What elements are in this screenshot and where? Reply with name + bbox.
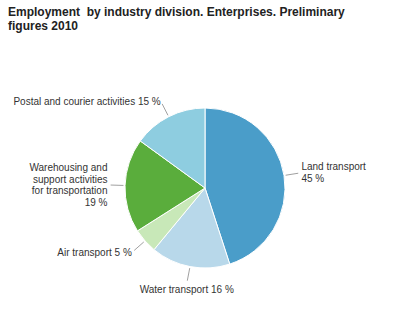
slice-label-line: Water transport 16 %	[140, 284, 234, 295]
slice-label-line: 19 %	[85, 197, 108, 208]
slice-label-line: Warehousing and	[29, 162, 107, 173]
slice-label: Land transport45 %	[301, 161, 366, 184]
title: Employment by industry division. Enterpr…	[8, 5, 345, 33]
slice-label-line: support activities	[33, 174, 107, 185]
leader-line	[286, 173, 299, 175]
slice-label: Warehousing andsupport activitiesfor tra…	[29, 162, 107, 208]
leader-line	[187, 268, 189, 281]
slice-label: Postal and courier activities 15 %	[13, 96, 160, 107]
slice-label-line: Land transport	[301, 161, 366, 172]
slice-label-line: Postal and courier activities 15 %	[13, 96, 160, 107]
slice-label-line: 45 %	[301, 173, 324, 184]
slice-label: Air transport 5 %	[57, 247, 132, 258]
slice-label-line: Air transport 5 %	[57, 247, 132, 258]
leader-line	[111, 185, 124, 186]
slices	[125, 108, 285, 268]
leader-line	[162, 104, 168, 115]
slice-label: Water transport 16 %	[140, 284, 234, 295]
pie-slice	[140, 108, 205, 188]
leader-line	[134, 242, 144, 250]
pie: Land transport45 % Water transport 16 % Ai…	[13, 96, 366, 295]
title-line: figures 2010	[8, 19, 78, 33]
title-line: Employment by industry division. Enterpr…	[8, 5, 345, 19]
labels: Land transport45 % Water transport 16 % Ai…	[13, 96, 366, 295]
chart: Employment by industry division. Enterpr…	[0, 0, 400, 320]
slice-label-line: for transportation	[32, 185, 108, 196]
